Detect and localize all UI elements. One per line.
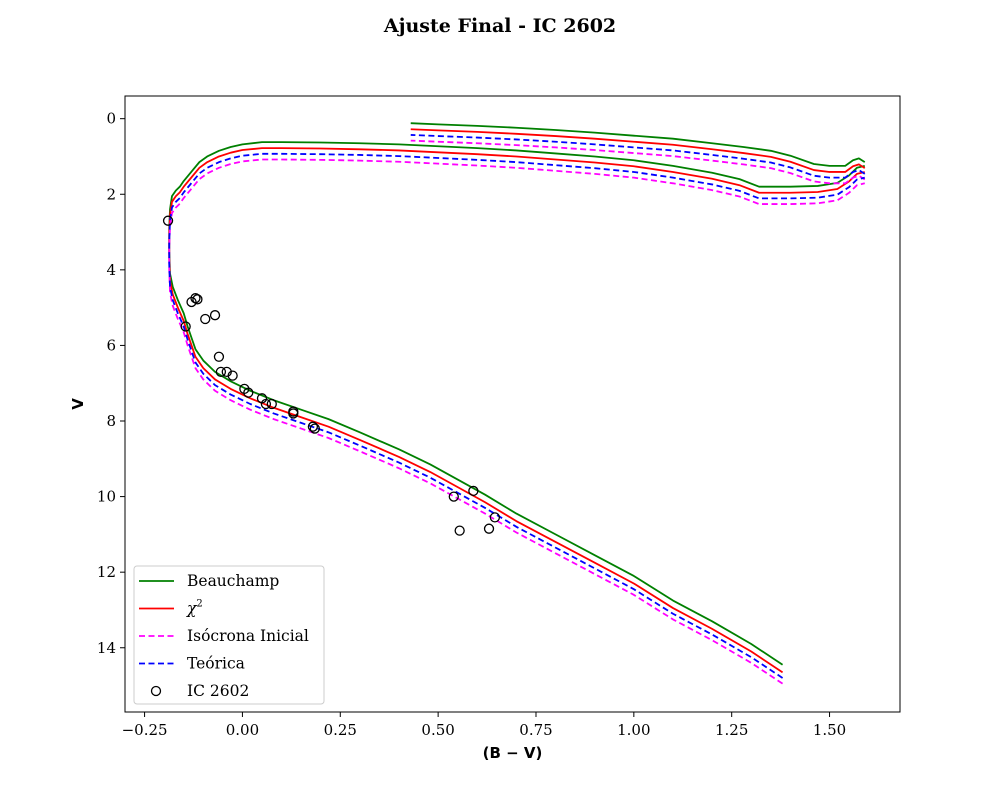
data-point-ic-2602-21 (468, 485, 479, 497)
data-point-ic-2602-24 (489, 512, 501, 523)
y-tick-label: 12 (97, 563, 116, 581)
series-line-2-1 (410, 128, 866, 173)
data-point-ic-2602-4 (209, 310, 221, 321)
x-tick-label: 0.75 (519, 721, 552, 739)
data-point-ic-2602-8 (215, 366, 227, 378)
x-tick-label: 1.00 (617, 721, 650, 739)
series-line-is-crona-inicial-0 (168, 158, 865, 685)
legend-label-te-rica: Teórica (187, 655, 245, 673)
chart-title: Ajuste Final - IC 2602 (383, 15, 616, 37)
legend-marker-ic-2602 (150, 685, 162, 697)
series-line-beauchamp-1 (410, 122, 866, 167)
y-axis: 0 2 4 6 8 10 12 14 (97, 110, 125, 657)
x-tick-label: 1.50 (813, 721, 846, 739)
x-axis: −0.25 0.00 0.25 0.50 0.75 1.00 1.25 1.50 (122, 712, 846, 739)
data-point-ic-2602-0 (162, 215, 174, 226)
data-point-ic-2602-5 (200, 313, 211, 325)
y-tick-label: 8 (106, 412, 116, 430)
series-line-beauchamp-0 (168, 141, 865, 666)
x-tick-label: 0.50 (421, 721, 454, 739)
x-axis-label: (B − V) (483, 744, 543, 762)
legend: Beauchamp χ2 Isócrona Inicial Teórica IC 260… (133, 565, 325, 705)
y-tick-label: 10 (97, 488, 116, 506)
legend-label-beauchamp: Beauchamp (187, 572, 279, 590)
legend-box (133, 565, 325, 705)
data-point-ic-2602-19 (309, 423, 320, 434)
data-point-ic-2602-3 (186, 296, 197, 308)
y-tick-label: 2 (106, 185, 116, 203)
x-tick-label: 0.00 (226, 721, 259, 739)
data-point-ic-2602-15 (266, 398, 277, 410)
series-line-2-0 (168, 147, 865, 674)
legend-label-2: χ2 (186, 599, 203, 618)
legend-label-is-crona-inicial: Isócrona Inicial (187, 627, 309, 645)
data-point-ic-2602-6 (180, 321, 191, 332)
data-point-ic-2602-22 (454, 525, 465, 536)
y-tick-label: 4 (106, 261, 116, 279)
plot-area-frame (124, 95, 901, 713)
y-tick-label: 14 (97, 639, 116, 657)
x-tick-label: −0.25 (122, 721, 168, 739)
data-point-ic-2602-7 (213, 351, 225, 362)
data-point-ic-2602-18 (307, 421, 319, 432)
y-tick-label: 6 (106, 336, 116, 354)
data-point-ic-2602-23 (483, 523, 495, 534)
data-point-ic-2602-20 (448, 491, 459, 502)
x-tick-label: 1.25 (715, 721, 748, 739)
series-line-is-crona-inicial-1 (410, 139, 866, 185)
x-tick-label: 0.25 (324, 721, 357, 739)
data-point-ic-2602-10 (227, 370, 238, 381)
y-axis-label: V (69, 398, 87, 410)
series-line-te-rica-1 (410, 134, 866, 179)
data-point-ic-2602-14 (260, 398, 272, 410)
data-point-ic-2602-12 (243, 387, 254, 398)
series-line-te-rica-0 (168, 152, 865, 679)
data-point-ic-2602-2 (192, 294, 203, 305)
data-point-ic-2602-17 (288, 408, 299, 419)
y-tick-label: 0 (106, 110, 116, 128)
legend-label-ic-2602: IC 2602 (187, 682, 249, 700)
